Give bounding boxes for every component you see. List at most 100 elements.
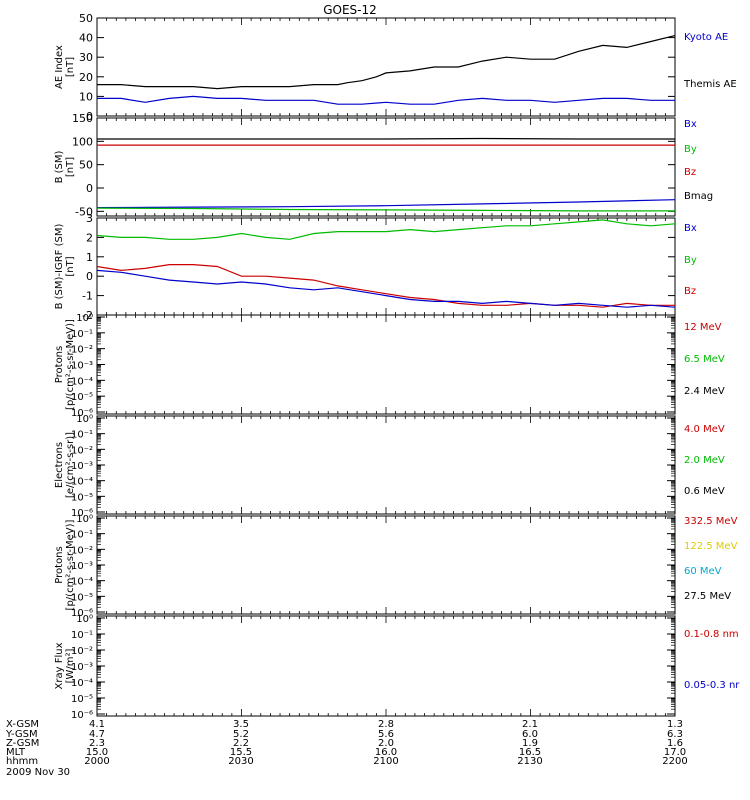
- y-tick-label: -1: [82, 290, 93, 303]
- y-tick-label: 10⁻⁵: [71, 492, 93, 503]
- y-tick-label: 10⁻¹: [71, 329, 93, 340]
- y-axis-label-line: [nT]: [65, 57, 76, 77]
- y-tick-label: 2: [86, 231, 93, 244]
- legend-entry: Bx: [684, 119, 697, 130]
- y-tick-label: 100: [72, 135, 93, 148]
- footer-value: 5.6: [378, 729, 394, 740]
- legend-entry: By: [684, 144, 697, 155]
- y-tick-label: 10⁰: [76, 514, 93, 525]
- y-tick-label: 10⁻⁴: [71, 678, 93, 689]
- footer-value: 2.1: [522, 719, 538, 730]
- panel-protons2: 10⁰10⁻¹10⁻²10⁻³10⁻⁴10⁻⁵10⁻⁶Protons[p/(cm…: [54, 514, 738, 619]
- footer-row-label: Y-GSM: [5, 729, 38, 740]
- footer-value: 16.5: [519, 747, 541, 758]
- y-tick-label: 30: [79, 51, 93, 64]
- footer-value: 2000: [84, 756, 109, 767]
- y-tick-label: -50: [75, 205, 93, 218]
- y-tick-label: 20: [79, 71, 93, 84]
- y-tick-label: 10⁻³: [71, 662, 93, 673]
- legend-entry: 122.5 MeV: [684, 541, 738, 552]
- y-tick-label: 10⁻⁴: [71, 376, 93, 387]
- y-tick-label: 10⁰: [76, 614, 93, 625]
- series-line-2: [96, 199, 676, 209]
- y-tick-label: 0: [86, 182, 93, 195]
- y-tick-label: 10⁻³: [71, 561, 93, 572]
- y-tick-label: 10: [79, 90, 93, 103]
- y-tick-label: 0: [86, 270, 93, 283]
- y-axis-label-line: [p/(cm²-s-sr-MeV)]: [65, 519, 76, 610]
- footer-value: 17.0: [664, 747, 686, 758]
- legend-entry: 6.5 MeV: [684, 354, 725, 365]
- y-tick-label: 10⁻⁶: [71, 710, 93, 721]
- footer-value: 1.9: [522, 738, 538, 749]
- y-axis-label: Xray Flux[W/m²]: [54, 642, 76, 689]
- legend-entry: 332.5 MeV: [684, 516, 738, 527]
- series-line-2: [96, 269, 676, 308]
- panel-electrons: 10⁰ 10⁻¹ 10⁻² 10⁻³ 10⁻⁴ 10⁻⁵ 10⁻⁶ Electrons[e/(…: [54, 414, 725, 519]
- y-tick-label: 10⁻²: [71, 545, 93, 556]
- y-axis-label: Protons[p/(cm²-s-sr-MeV)]: [54, 519, 76, 610]
- legend-entry: 0.05-0.3 nr: [684, 680, 740, 691]
- legend-entry: Bz: [684, 286, 696, 297]
- panel-frame: [96, 415, 676, 515]
- series-line-0: [97, 137, 675, 140]
- panel-frame: [96, 515, 676, 615]
- y-tick-label: 10⁻⁴: [71, 477, 93, 488]
- footer-value: 1.3: [667, 719, 683, 730]
- footer-row-label: hhmm: [6, 756, 38, 767]
- y-tick-label: 10⁻⁴: [71, 577, 93, 588]
- legend-entry: 2.0 MeV: [684, 455, 725, 466]
- footer-value: 2130: [517, 756, 542, 767]
- footer-value: 2100: [373, 756, 398, 767]
- y-axis-label-line: [W/m²]: [65, 648, 76, 683]
- series-line-3: [96, 207, 675, 212]
- y-tick-label: 0: [86, 110, 93, 123]
- footer-value: 5.2: [233, 729, 249, 740]
- y-tick-label: 10⁻³: [71, 461, 93, 472]
- panel-frame: [96, 17, 676, 117]
- y-tick-label: 10⁻³: [71, 361, 93, 372]
- legend-entry: 60 MeV: [684, 566, 722, 577]
- y-axis-label-line: [nT]: [65, 256, 76, 276]
- y-tick-label: 10⁻¹: [71, 530, 93, 541]
- y-axis-label: Protons[p/(cm²-s-sr-MeV)]: [54, 319, 76, 410]
- footer-value: 2.0: [378, 738, 394, 749]
- footer: X-GSM 4.1 3.5 2.8 2.1 1.3 Y-GSM 4.7 5.2 5.6 6.0 6.3…: [5, 719, 688, 778]
- footer-value: 1.6: [667, 738, 683, 749]
- y-tick-label: 10⁻²: [71, 646, 93, 657]
- legend-entry: 0.6 MeV: [684, 486, 725, 497]
- legend-entry: 4.0 MeV: [684, 424, 725, 435]
- y-tick-label: 10⁻⁶: [71, 608, 93, 619]
- y-tick-label: 10⁻¹: [71, 430, 93, 441]
- plot-title: GOES-12: [323, 3, 377, 17]
- y-axis-label-line: [p/(cm²-s-sr-MeV)]: [65, 319, 76, 410]
- y-axis-label-line: [e/(cm²-s-sr)]: [65, 432, 76, 498]
- y-tick-label: 10⁻⁶: [71, 408, 93, 419]
- panel-bsm-igrf: -2 -1 0 1 2 3 B (SM)-IGRF (SM)[nT] Bx By Bz: [54, 212, 697, 322]
- panel-bsm: -50 0 50 100 150 B (SM)[nT] Bx By Bz Bmag: [54, 112, 713, 218]
- footer-value: 4.1: [89, 719, 105, 730]
- y-axis-label-line: [nT]: [65, 157, 76, 177]
- y-axis-label-line: Electrons: [54, 442, 65, 488]
- legend-entry: Bmag: [684, 191, 713, 202]
- footer-value: 2030: [228, 756, 253, 767]
- y-tick-label: 1: [86, 251, 93, 264]
- y-tick-label: 10⁻²: [71, 445, 93, 456]
- y-axis-label-line: Xray Flux: [54, 642, 65, 689]
- footer-value: 2200: [662, 756, 687, 767]
- y-axis-label: Electrons[e/(cm²-s-sr)]: [54, 432, 76, 498]
- legend-entry: 12 MeV: [684, 322, 722, 333]
- series-line-1: [97, 95, 675, 105]
- footer-value: 6.3: [667, 729, 683, 740]
- y-tick-label: 50: [79, 12, 93, 25]
- y-tick-label: 40: [79, 32, 93, 45]
- y-tick-label: 10⁻²: [71, 345, 93, 356]
- panel-frame: [96, 615, 676, 717]
- footer-value: 2.2: [233, 738, 249, 749]
- footer-date: 2009 Nov 30: [6, 767, 70, 778]
- series-line-0: [96, 219, 676, 240]
- footer-value: 2.8: [378, 719, 394, 730]
- y-axis-label-line: AE Index: [54, 45, 65, 89]
